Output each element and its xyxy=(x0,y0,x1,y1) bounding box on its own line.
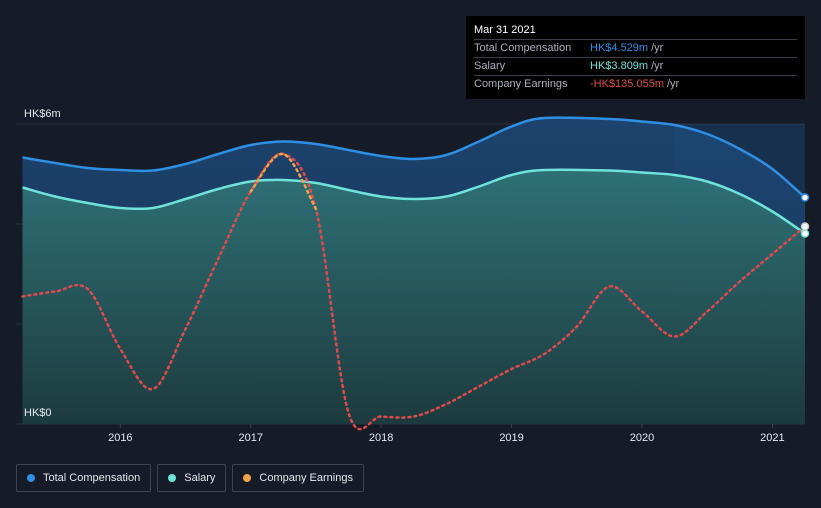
tooltip-value: -HK$135.055m xyxy=(590,78,664,90)
tooltip-value: HK$4.529m xyxy=(590,42,649,54)
legend-dot-icon xyxy=(168,474,177,482)
legend-label: Company Earnings xyxy=(259,472,353,484)
company-earnings-end-marker xyxy=(800,222,810,231)
legend-dot-icon xyxy=(27,474,35,482)
legend-label: Salary xyxy=(184,472,216,484)
tooltip-unit: /yr xyxy=(651,60,664,72)
salary-area xyxy=(22,169,806,424)
tooltip-row-company-earnings: Company Earnings -HK$135.055m /yr xyxy=(474,76,797,93)
salary-line xyxy=(22,168,806,235)
company-earnings-dots xyxy=(21,152,807,431)
end-markers xyxy=(800,193,810,238)
x-tick-label: 2018 xyxy=(369,432,393,444)
legend-item-salary[interactable]: Salary xyxy=(157,464,227,492)
legend-item-company-earnings[interactable]: Company Earnings xyxy=(232,464,364,492)
total-compensation-end-marker xyxy=(800,193,810,202)
legend-label: Total Compensation xyxy=(43,472,141,484)
company-earnings-peak-dots xyxy=(249,152,318,211)
total-compensation-line xyxy=(22,116,806,199)
legend: Total Compensation Salary Company Earnin… xyxy=(16,464,364,492)
tooltip-unit: /yr xyxy=(651,42,664,54)
tooltip: Mar 31 2021 Total Compensation HK$4.529m… xyxy=(466,16,805,99)
company-earnings-line xyxy=(21,152,807,431)
tooltip-value: HK$3.809m xyxy=(590,60,649,72)
tooltip-row-total-compensation: Total Compensation HK$4.529m /yr xyxy=(474,40,797,58)
y-axis-bottom-label: HK$0 xyxy=(24,407,52,419)
legend-dot-icon xyxy=(243,474,252,482)
x-tick-label: 2020 xyxy=(630,432,654,444)
x-tick-label: 2016 xyxy=(108,432,132,444)
x-axis-ticks: 2016 2017 2018 2019 2020 2021 xyxy=(108,424,785,444)
tooltip-label: Total Compensation xyxy=(474,42,572,54)
tooltip-date: Mar 31 2021 xyxy=(474,22,797,40)
tooltip-label: Company Earnings xyxy=(474,78,568,90)
tooltip-row-salary: Salary HK$3.809m /yr xyxy=(474,58,797,76)
salary-end-marker xyxy=(800,229,810,238)
tooltip-unit: /yr xyxy=(667,78,680,90)
tooltip-label: Salary xyxy=(474,60,506,72)
legend-item-total-compensation[interactable]: Total Compensation xyxy=(16,464,152,492)
y-axis-top-label: HK$6m xyxy=(24,108,61,120)
x-tick-label: 2019 xyxy=(499,432,523,444)
x-tick-label: 2017 xyxy=(239,432,263,444)
x-tick-label: 2021 xyxy=(760,432,784,444)
